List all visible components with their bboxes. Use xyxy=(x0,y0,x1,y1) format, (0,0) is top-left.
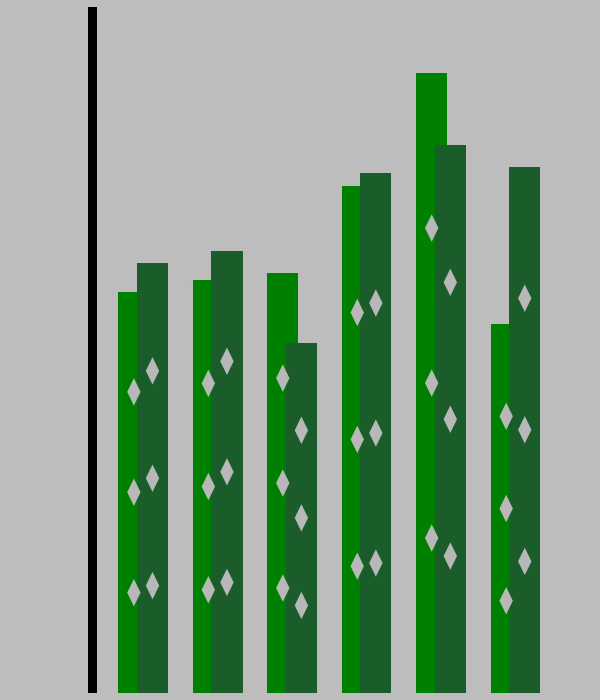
Polygon shape xyxy=(369,419,383,447)
Polygon shape xyxy=(276,470,289,497)
Polygon shape xyxy=(146,357,159,384)
Polygon shape xyxy=(295,416,308,444)
FancyBboxPatch shape xyxy=(434,146,466,693)
Polygon shape xyxy=(443,405,457,433)
Polygon shape xyxy=(146,465,159,492)
FancyBboxPatch shape xyxy=(509,167,541,693)
Polygon shape xyxy=(127,579,140,606)
Polygon shape xyxy=(350,426,364,453)
Polygon shape xyxy=(369,550,383,577)
Polygon shape xyxy=(425,524,439,552)
Polygon shape xyxy=(202,370,215,397)
Polygon shape xyxy=(518,416,532,444)
Polygon shape xyxy=(425,214,439,241)
FancyBboxPatch shape xyxy=(267,273,298,693)
Polygon shape xyxy=(202,576,215,603)
Polygon shape xyxy=(127,479,140,506)
Polygon shape xyxy=(276,365,289,392)
Polygon shape xyxy=(220,347,233,375)
FancyBboxPatch shape xyxy=(88,7,97,693)
Polygon shape xyxy=(202,473,215,500)
Polygon shape xyxy=(276,574,289,602)
Polygon shape xyxy=(518,284,532,312)
Polygon shape xyxy=(518,547,532,575)
Polygon shape xyxy=(369,289,383,317)
FancyBboxPatch shape xyxy=(341,186,373,693)
Polygon shape xyxy=(499,495,513,522)
Polygon shape xyxy=(443,269,457,296)
Polygon shape xyxy=(499,402,513,430)
FancyBboxPatch shape xyxy=(137,263,168,693)
Polygon shape xyxy=(443,542,457,570)
FancyBboxPatch shape xyxy=(193,280,224,693)
Polygon shape xyxy=(499,587,513,615)
FancyBboxPatch shape xyxy=(416,73,448,693)
Polygon shape xyxy=(146,572,159,599)
FancyBboxPatch shape xyxy=(360,173,391,693)
Polygon shape xyxy=(295,504,308,531)
Polygon shape xyxy=(425,370,439,397)
Polygon shape xyxy=(220,568,233,596)
Polygon shape xyxy=(350,299,364,326)
FancyBboxPatch shape xyxy=(286,343,317,693)
Polygon shape xyxy=(220,458,233,486)
Polygon shape xyxy=(295,592,308,620)
FancyBboxPatch shape xyxy=(491,324,522,693)
FancyBboxPatch shape xyxy=(211,251,242,693)
Polygon shape xyxy=(127,378,140,405)
FancyBboxPatch shape xyxy=(118,291,149,693)
Polygon shape xyxy=(350,552,364,580)
